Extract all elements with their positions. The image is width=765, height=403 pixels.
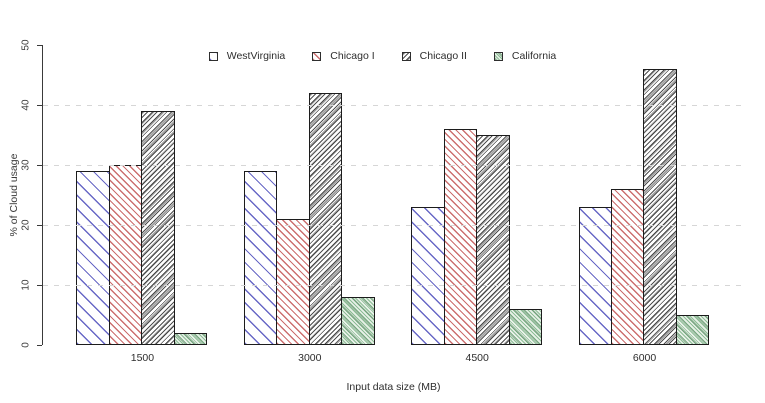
bar-westvirginia-1500 bbox=[76, 171, 110, 345]
x-axis-title: Input data size (MB) bbox=[346, 381, 441, 393]
bar-westvirginia-6000 bbox=[578, 207, 613, 345]
gridline-40 bbox=[43, 105, 746, 106]
y-axis-title: % of Cloud usage bbox=[8, 153, 20, 237]
bar-california-3000 bbox=[341, 297, 375, 345]
bar-westvirginia-3000 bbox=[243, 171, 278, 345]
y-tick-label-50: 50 bbox=[20, 39, 32, 51]
bar-chicago-ii-6000 bbox=[643, 69, 677, 345]
y-tick-label-30: 30 bbox=[20, 159, 32, 171]
bar-chicago-i-6000 bbox=[611, 189, 645, 345]
y-tick-40 bbox=[37, 105, 42, 106]
bar-chicago-i-1500 bbox=[108, 165, 143, 345]
legend-swatch-california bbox=[493, 51, 503, 61]
legend-swatch-chicago-i bbox=[312, 51, 322, 61]
legend-label-westvirginia: WestVirginia bbox=[226, 50, 286, 62]
x-axis-labels: 1500 3000 4500 6000 bbox=[42, 352, 745, 366]
bar-chicago-ii-3000 bbox=[308, 93, 343, 345]
plot-area: 0 10 20 30 40 50 bbox=[21, 39, 746, 348]
bar-chicago-i-4500 bbox=[443, 129, 478, 345]
bars-container bbox=[43, 45, 746, 345]
bar-group-6000 bbox=[578, 45, 713, 345]
y-tick-50 bbox=[37, 45, 42, 46]
bar-group-4500 bbox=[411, 45, 545, 345]
legend-item-chicago-ii: Chicago II bbox=[401, 50, 467, 62]
y-tick-label-20: 20 bbox=[20, 219, 32, 231]
bar-chicago-ii-4500 bbox=[476, 135, 510, 345]
legend-item-california: California bbox=[493, 50, 557, 62]
y-tick-label-0: 0 bbox=[20, 342, 32, 348]
legend-swatch-chicago-ii bbox=[401, 51, 411, 61]
legend-item-chicago-i: Chicago I bbox=[312, 50, 375, 62]
y-tick-10 bbox=[37, 285, 42, 286]
gridline-20 bbox=[43, 225, 746, 226]
y-tick-label-10: 10 bbox=[20, 279, 32, 291]
y-tick-30 bbox=[37, 165, 42, 166]
bar-group-1500 bbox=[76, 45, 210, 345]
x-tick-label-6000: 6000 bbox=[632, 352, 657, 364]
x-tick-label-1500: 1500 bbox=[130, 352, 155, 364]
x-tick-label-3000: 3000 bbox=[298, 352, 322, 364]
bar-chicago-i-3000 bbox=[276, 219, 310, 345]
legend-label-chicago-i: Chicago I bbox=[330, 50, 375, 62]
bar-california-6000 bbox=[675, 315, 710, 345]
bar-westvirginia-4500 bbox=[411, 207, 445, 345]
legend-label-california: California bbox=[511, 50, 557, 62]
legend-label-chicago-ii: Chicago II bbox=[419, 50, 467, 62]
legend-swatch-westvirginia bbox=[208, 51, 218, 61]
bar-chicago-ii-1500 bbox=[141, 111, 175, 345]
bar-california-1500 bbox=[173, 333, 208, 345]
y-tick-0 bbox=[37, 345, 42, 346]
gridline-30 bbox=[43, 165, 746, 166]
y-tick-label-40: 40 bbox=[20, 99, 32, 111]
legend-item-westvirginia: WestVirginia bbox=[208, 50, 286, 62]
x-tick-label-4500: 4500 bbox=[465, 352, 489, 364]
gridline-10 bbox=[43, 285, 746, 286]
y-tick-20 bbox=[37, 225, 42, 226]
legend: WestVirginia Chicago I Chicago II Californi… bbox=[0, 50, 765, 62]
bar-california-4500 bbox=[508, 309, 543, 345]
bar-group-3000 bbox=[243, 45, 378, 345]
